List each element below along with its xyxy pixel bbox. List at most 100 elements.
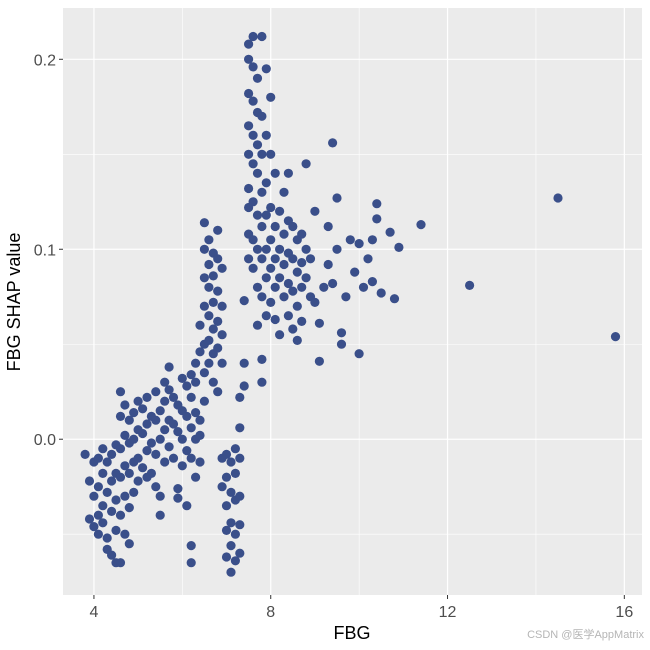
data-point <box>252 282 263 292</box>
y-axis-title: FBG SHAP value <box>4 233 24 372</box>
data-point <box>182 446 192 456</box>
data-point <box>279 259 289 270</box>
data-point <box>235 392 245 402</box>
data-point <box>115 510 126 520</box>
data-point <box>261 64 271 74</box>
data-point <box>367 235 377 245</box>
data-point <box>164 362 174 372</box>
data-point <box>138 463 148 473</box>
data-point <box>93 510 103 520</box>
data-point <box>283 168 293 178</box>
data-point <box>199 396 209 406</box>
data-point <box>279 187 289 197</box>
data-point <box>155 510 165 520</box>
data-point <box>142 392 152 402</box>
data-point <box>270 254 280 264</box>
data-point <box>217 301 227 311</box>
data-point <box>270 282 280 292</box>
data-point <box>213 225 223 235</box>
data-point <box>266 235 276 245</box>
data-point <box>257 31 267 42</box>
data-point <box>217 358 227 368</box>
data-point <box>244 121 254 131</box>
data-point <box>129 434 139 444</box>
data-point <box>120 461 130 471</box>
data-point <box>221 552 232 562</box>
data-point <box>416 220 426 230</box>
data-point <box>257 111 267 121</box>
data-point <box>213 316 223 326</box>
data-point <box>235 520 245 530</box>
data-point <box>107 506 117 516</box>
data-point <box>120 529 130 539</box>
data-point <box>146 468 156 478</box>
data-point <box>350 267 360 277</box>
data-point <box>372 214 382 224</box>
data-point <box>195 347 205 357</box>
data-point <box>336 328 347 338</box>
data-point <box>248 31 258 42</box>
data-point <box>292 267 302 277</box>
data-point <box>142 419 152 429</box>
data-point <box>204 282 214 292</box>
data-point <box>142 446 152 456</box>
data-point <box>314 356 324 366</box>
data-point <box>248 130 258 140</box>
data-point <box>84 514 95 524</box>
data-point <box>239 296 249 306</box>
data-point <box>204 259 214 270</box>
data-point <box>288 286 298 296</box>
data-point <box>93 482 103 492</box>
data-point <box>257 187 267 197</box>
data-point <box>160 396 170 406</box>
data-point <box>279 292 289 302</box>
data-point <box>257 254 267 264</box>
data-point <box>168 419 179 429</box>
data-point <box>98 444 108 454</box>
data-point <box>297 316 307 326</box>
data-point <box>115 472 126 482</box>
x-axis-ticks: 4 8 12 16 <box>89 595 633 621</box>
data-point <box>155 406 165 416</box>
data-point <box>164 442 174 452</box>
data-point <box>248 263 258 273</box>
data-point <box>124 415 134 425</box>
data-point <box>252 320 263 330</box>
data-point <box>283 311 293 321</box>
data-point <box>354 239 364 249</box>
data-point <box>195 320 205 330</box>
data-point <box>257 292 267 302</box>
data-point <box>164 385 174 395</box>
data-point <box>98 468 108 478</box>
data-point <box>208 297 218 307</box>
data-point <box>230 444 240 454</box>
data-point <box>120 430 130 440</box>
data-point <box>376 288 386 298</box>
data-point <box>133 453 143 463</box>
data-point <box>244 183 254 194</box>
data-point <box>261 244 271 254</box>
data-point <box>261 311 271 321</box>
data-point <box>199 368 209 378</box>
data-point <box>173 427 183 437</box>
data-point <box>239 358 249 368</box>
data-point <box>235 453 245 463</box>
data-point <box>310 297 320 307</box>
y-tick-label: 0.0 <box>34 432 56 449</box>
data-point <box>204 358 214 368</box>
data-point <box>120 491 130 501</box>
data-point <box>195 415 205 425</box>
data-point <box>305 254 316 264</box>
data-point <box>89 522 99 532</box>
data-point <box>84 476 95 486</box>
data-point <box>191 472 201 482</box>
data-point <box>191 377 201 387</box>
data-point <box>266 263 276 273</box>
data-point <box>319 282 329 292</box>
data-point <box>213 343 223 353</box>
data-point <box>610 332 621 342</box>
data-point <box>115 387 126 397</box>
data-points <box>80 31 621 577</box>
data-point <box>323 221 333 232</box>
data-point <box>248 197 258 207</box>
